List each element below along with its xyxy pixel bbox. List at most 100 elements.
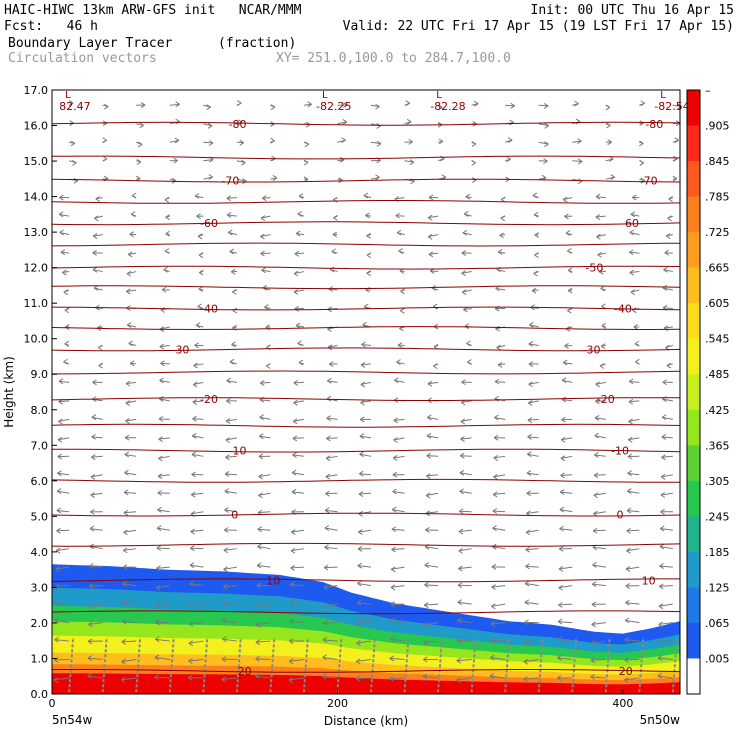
vector-arrow [564, 343, 573, 349]
vector-arrow [572, 138, 582, 145]
vector-head [556, 675, 562, 681]
vector-head [70, 140, 76, 147]
vector-head [256, 562, 262, 569]
vector-arrow [428, 194, 439, 201]
vector-shaft [462, 232, 472, 236]
vector-head [632, 194, 637, 201]
vector-head [58, 211, 64, 218]
vector-shaft [426, 474, 439, 477]
vector-arrow [457, 599, 472, 606]
vector-arrow [593, 510, 606, 517]
vector-arrow [270, 104, 276, 111]
vector-head [53, 677, 59, 683]
vector-head [225, 454, 230, 461]
vector-head [591, 621, 596, 628]
vector-arrow [560, 472, 573, 479]
vector-shaft [262, 197, 271, 199]
vector-head [97, 344, 103, 351]
vector-arrow [494, 414, 506, 421]
vector-head [525, 563, 530, 570]
colorbar-label: .365 [705, 439, 730, 452]
vector-arrow [260, 233, 271, 240]
vector-arrow [389, 635, 405, 642]
vector-arrow [558, 584, 573, 591]
vector-shaft [426, 455, 439, 457]
vector-shaft [58, 380, 70, 383]
vector-arrow [527, 451, 539, 458]
vector-arrow [254, 672, 271, 679]
vector-arrow [595, 214, 606, 220]
vector-head [291, 529, 296, 536]
vector-arrow [54, 636, 70, 643]
vector-shaft [356, 640, 372, 644]
vector-head [258, 492, 263, 499]
vector-arrow [531, 287, 539, 294]
vector-shaft [629, 232, 640, 236]
vector-head [526, 470, 532, 477]
vector-arrow [658, 603, 673, 610]
vector-arrow [623, 677, 640, 683]
vector-arrow [355, 658, 372, 665]
minimum-value: -82.54 [654, 100, 689, 113]
vector-shaft [624, 639, 640, 642]
vector-streak [571, 637, 578, 693]
vector-arrow [199, 269, 204, 276]
vector-arrow [491, 563, 506, 570]
vector-head [190, 528, 195, 535]
vector-shaft [188, 640, 204, 644]
vector-head [659, 563, 664, 570]
vector-head [606, 122, 611, 129]
vector-head [60, 249, 66, 256]
vector-head [355, 658, 361, 665]
vector-arrow [591, 581, 606, 588]
vector-streak [336, 637, 343, 693]
vector-arrow [226, 397, 237, 404]
vector-head [270, 137, 275, 144]
vector-shaft [594, 417, 606, 420]
vector-arrow [191, 471, 204, 478]
vector-head [561, 377, 567, 384]
vector-arrow [295, 230, 304, 237]
vector-shaft [222, 602, 237, 605]
vector-arrow [605, 104, 611, 111]
y-axis-label: Height (km) [2, 356, 16, 427]
vector-arrow [366, 252, 372, 259]
vector-shaft [625, 619, 640, 624]
vector-arrow [366, 232, 372, 239]
vector-shaft [538, 123, 549, 127]
vector-head [259, 433, 264, 440]
vector-shaft [493, 455, 506, 459]
vector-arrow [592, 527, 606, 534]
isotherm-line [51, 669, 681, 673]
vector-head [304, 141, 310, 148]
vector-head [322, 673, 327, 680]
vector-arrow [538, 122, 549, 129]
vector-head [307, 101, 312, 108]
vector-arrow [359, 433, 372, 440]
vector-arrow [600, 285, 606, 292]
vector-head [510, 102, 515, 109]
vector-arrow [490, 654, 506, 661]
vector-head [92, 379, 97, 386]
vector-head [627, 470, 632, 477]
vector-head [124, 451, 130, 458]
vector-head [595, 193, 601, 200]
isotherm-label: -80 [645, 118, 663, 131]
vector-shaft [259, 399, 271, 402]
vector-arrow [591, 601, 606, 608]
vector-arrow [391, 546, 405, 553]
isotherm-label: -60 [200, 217, 218, 230]
vector-arrow [324, 544, 338, 551]
vector-shaft [495, 287, 506, 291]
vector-head [359, 433, 365, 440]
vector-arrow [492, 508, 506, 514]
vector-shaft [124, 472, 137, 476]
vector-head [136, 159, 142, 165]
vector-shaft [89, 528, 103, 531]
isotherm-line [51, 155, 681, 160]
vector-head [560, 436, 566, 443]
vector-head [92, 249, 97, 256]
vector-head [324, 507, 330, 514]
vector-head [393, 437, 398, 443]
vector-shaft [658, 622, 673, 625]
